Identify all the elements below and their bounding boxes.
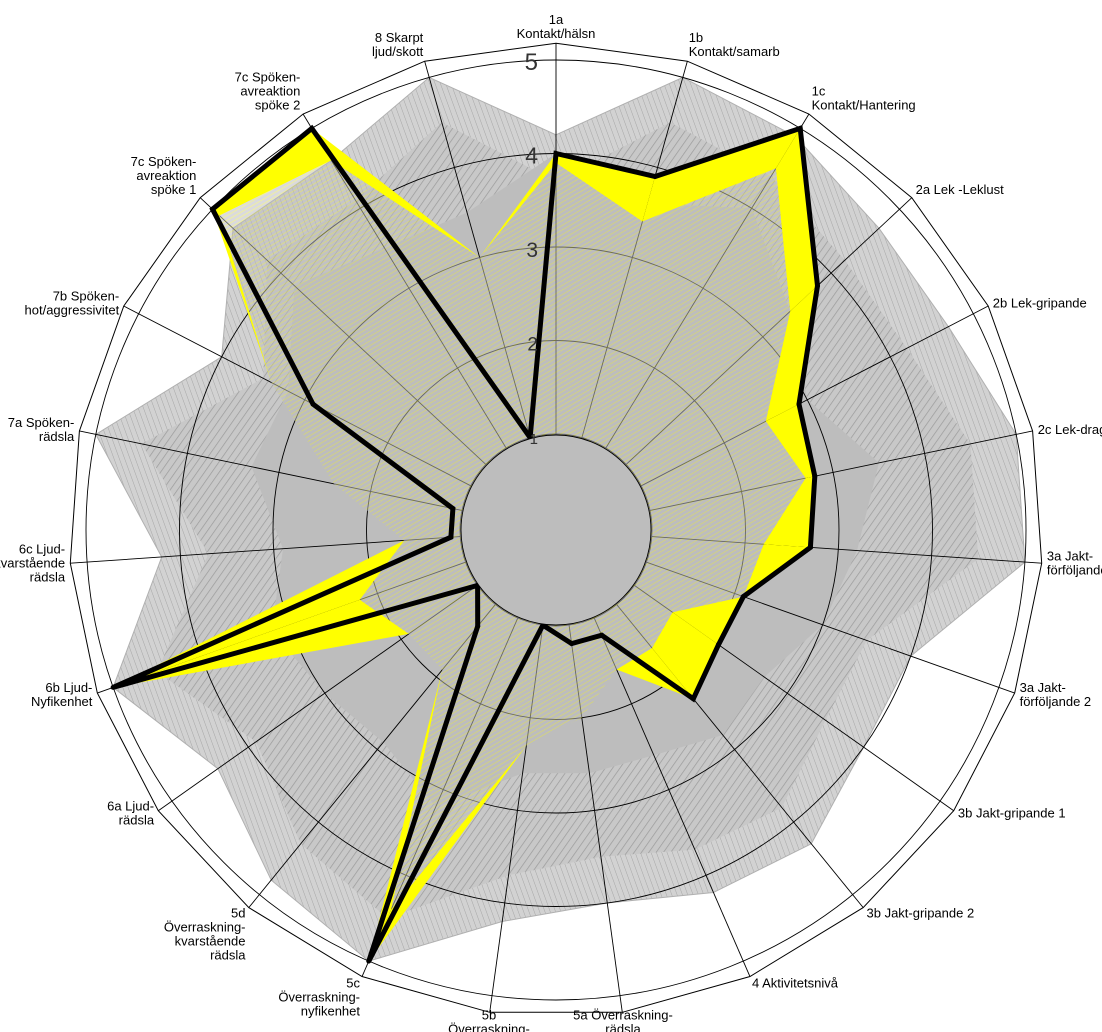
ring-label-5: 5 [525, 49, 538, 76]
point-7a [450, 506, 456, 512]
point-5c [366, 958, 372, 964]
spoke-6c [70, 536, 461, 564]
center-disk [460, 434, 652, 626]
axis-label-8: 8 Skarpt ljud/skott [372, 30, 424, 59]
highlight-wedge [765, 285, 818, 422]
highlight-wedge [556, 153, 656, 222]
point-7b [310, 401, 316, 407]
point-1c [797, 125, 803, 131]
axis-label-6b: 6b Ljud-Nyfikenhet [31, 680, 93, 709]
point-4 [599, 632, 605, 638]
point-5a [569, 641, 575, 647]
axis-label-3b1: 3b Jakt-gripande 1 [958, 806, 1066, 821]
axis-label-6a: 6a Ljud-rädsla [107, 799, 155, 828]
point-3b2 [690, 696, 696, 702]
axis-label-3a1: 3a Jakt-förföljande 1 [1047, 549, 1102, 578]
point-2a [814, 283, 820, 289]
highlight-wedge [775, 128, 818, 312]
highlight-wedge [212, 209, 272, 383]
point-7c1 [210, 206, 216, 212]
point-1b [652, 173, 658, 179]
axis-label-2c: 2c Lek-drag [1038, 422, 1102, 437]
highlight-wedge [113, 540, 405, 688]
ring-label-4: 4 [525, 143, 538, 169]
axis-label-2a: 2a Lek -Leklust [916, 182, 1005, 197]
outer-frame [69, 42, 1043, 1013]
point-5d [475, 623, 481, 629]
point-6b [110, 684, 116, 690]
highlight-wedge [642, 128, 801, 222]
spoke-4 [593, 617, 751, 977]
point-1a [553, 151, 559, 156]
axis-label-1c: 1c Kontakt/Hantering [812, 84, 916, 113]
individual-line [112, 124, 821, 963]
highlight-wedge [763, 476, 815, 548]
axis-label-1a: 1a Kontakt/hälsn [517, 12, 596, 41]
axis-label-1b: 1b Kontakt/samarb [689, 30, 780, 59]
ring-label-3: 3 [526, 239, 538, 262]
point-3a2 [740, 594, 746, 600]
point-6c [448, 534, 454, 540]
point-7c2 [309, 125, 315, 131]
point-2b [796, 401, 802, 407]
axis-label-5d: 5d Överraskning-kvarstående rädsla [164, 906, 246, 963]
axis-label-3a2: 3a Jakt-förföljande 2 [1020, 680, 1092, 709]
highlight-wedge [368, 669, 443, 962]
axis-label-3b2: 3b Jakt-gripande 2 [867, 906, 975, 921]
axis-label-2b: 2b Lek-gripande [993, 296, 1087, 311]
axis-label-5c: 5c Överraskning-nyfikenhet [278, 975, 360, 1018]
point-2c [812, 473, 818, 479]
axis-label-6c: 6c Ljud-kvarstående rädsla [0, 542, 66, 585]
axis-label-5a: 5a Överraskning-rädsla [573, 1007, 673, 1032]
axis-label-7c2: 7c Spöken-avreaktion spöke 2 [235, 70, 301, 113]
highlight-wedge [368, 745, 527, 962]
axis-label-4: 4 Aktivitetsnivå [752, 975, 839, 990]
highlight-wedge [212, 128, 332, 216]
highlight-wedge [672, 596, 744, 645]
highlight-wedge [311, 128, 480, 258]
axis-label-7c1: 7c Spöken-avreaktion spöke 1 [131, 154, 197, 197]
highlight-wedge [479, 153, 556, 258]
ring-label-2: 2 [527, 335, 538, 356]
ring-label-1: 1 [530, 431, 538, 448]
point-3b1 [715, 642, 721, 648]
axis-label-7b: 7b Spöken-hot/aggressivitet [25, 289, 120, 318]
point-3a1 [807, 544, 813, 550]
axis-label-7a: 7a Spöken-rädsla [8, 415, 75, 444]
